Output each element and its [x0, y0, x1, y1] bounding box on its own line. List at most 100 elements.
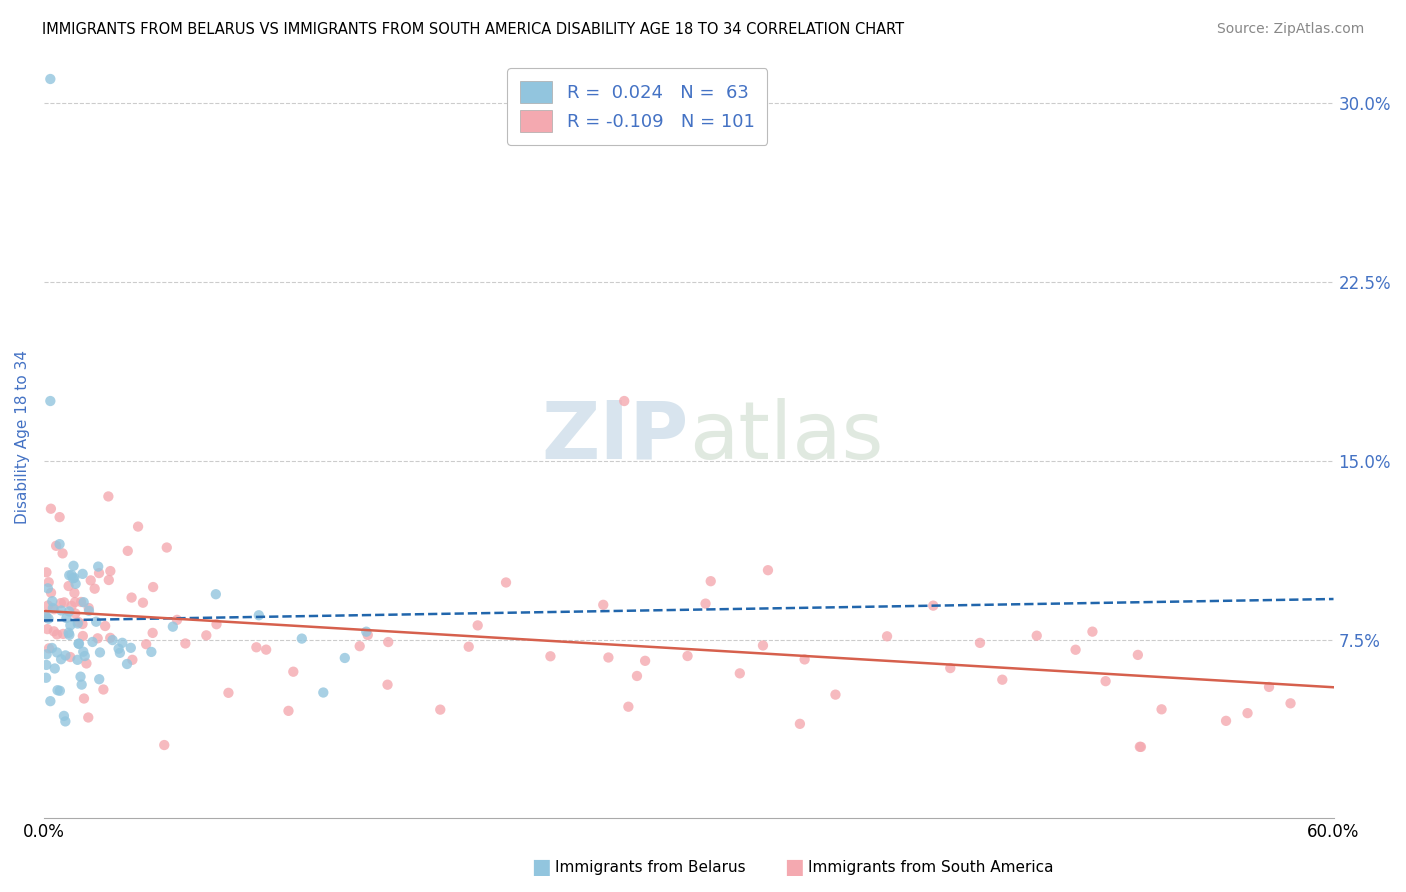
Point: [86, 632, 108, 646]
Point: [67, 615, 90, 629]
Point: [44, 661, 66, 675]
Point: [73, 691, 96, 706]
Point: [538, 649, 561, 664]
Point: [66, 616, 89, 631]
Point: [51, 603, 73, 617]
Point: [58, 568, 80, 582]
Point: [120, 640, 142, 655]
Point: [115, 657, 138, 671]
Point: [141, 645, 163, 659]
Point: [39, 694, 62, 708]
Point: [991, 673, 1014, 687]
Point: [153, 738, 176, 752]
Point: [65, 577, 87, 591]
Point: [39, 72, 62, 87]
Point: [84, 615, 107, 629]
Point: [634, 654, 657, 668]
Point: [283, 665, 305, 679]
Point: [89, 672, 111, 686]
Point: [142, 626, 165, 640]
Point: [87, 566, 110, 580]
Point: [333, 651, 356, 665]
Point: [37, 599, 59, 613]
Point: [1064, 642, 1087, 657]
Point: [111, 636, 134, 650]
Point: [356, 624, 378, 639]
Point: [752, 639, 775, 653]
Point: [135, 637, 157, 651]
Point: [63, 586, 86, 600]
Point: [166, 613, 188, 627]
Point: [592, 598, 614, 612]
Point: [108, 646, 131, 660]
Point: [72, 645, 94, 659]
Text: atlas: atlas: [689, 398, 883, 475]
Point: [247, 608, 270, 623]
Point: [48, 537, 70, 551]
Point: [73, 648, 96, 663]
Point: [58, 604, 80, 618]
Point: [70, 595, 93, 609]
Point: [1279, 696, 1302, 710]
Point: [42, 601, 65, 615]
Point: [35, 566, 58, 580]
Point: [789, 716, 811, 731]
Point: [39, 501, 62, 516]
Point: [824, 688, 846, 702]
Point: [37, 612, 59, 626]
Legend: R =  0.024   N =  63, R = -0.109   N = 101: R = 0.024 N = 63, R = -0.109 N = 101: [508, 68, 768, 145]
Point: [62, 558, 84, 573]
Point: [65, 607, 87, 621]
Point: [37, 582, 59, 596]
Point: [357, 628, 380, 642]
Point: [613, 394, 636, 409]
Point: [49, 652, 72, 666]
Point: [58, 628, 80, 642]
Y-axis label: Disability Age 18 to 34: Disability Age 18 to 34: [15, 350, 30, 524]
Point: [617, 699, 640, 714]
Point: [45, 539, 67, 553]
Point: [142, 580, 165, 594]
Point: [1129, 739, 1152, 754]
Point: [59, 618, 82, 632]
Point: [377, 678, 399, 692]
Point: [35, 609, 58, 624]
Text: Source: ZipAtlas.com: Source: ZipAtlas.com: [1216, 22, 1364, 37]
Point: [312, 685, 335, 699]
Point: [1258, 680, 1281, 694]
Point: [254, 642, 277, 657]
Point: [121, 653, 143, 667]
Point: [46, 683, 69, 698]
Point: [35, 671, 58, 685]
Point: [49, 596, 72, 610]
Point: [35, 657, 58, 672]
Point: [127, 519, 149, 533]
Point: [132, 596, 155, 610]
Point: [62, 571, 84, 585]
Text: IMMIGRANTS FROM BELARUS VS IMMIGRANTS FROM SOUTH AMERICA DISABILITY AGE 18 TO 34: IMMIGRANTS FROM BELARUS VS IMMIGRANTS FR…: [42, 22, 904, 37]
Point: [55, 648, 77, 663]
Point: [58, 625, 80, 640]
Point: [101, 633, 124, 648]
Point: [107, 641, 129, 656]
Text: Immigrants from South America: Immigrants from South America: [808, 860, 1054, 874]
Point: [63, 595, 86, 609]
Point: [876, 629, 898, 643]
Point: [42, 624, 65, 639]
Point: [69, 670, 91, 684]
Point: [1094, 674, 1116, 689]
Point: [969, 636, 991, 650]
Point: [291, 632, 314, 646]
Point: [495, 575, 517, 590]
Point: [1129, 739, 1152, 754]
Point: [429, 703, 451, 717]
Point: [38, 575, 60, 590]
Point: [1081, 624, 1104, 639]
Point: [1126, 648, 1149, 662]
Point: [39, 394, 62, 409]
Point: [205, 617, 228, 632]
Point: [377, 635, 399, 649]
Point: [695, 597, 717, 611]
Point: [75, 657, 97, 671]
Point: [41, 640, 63, 655]
